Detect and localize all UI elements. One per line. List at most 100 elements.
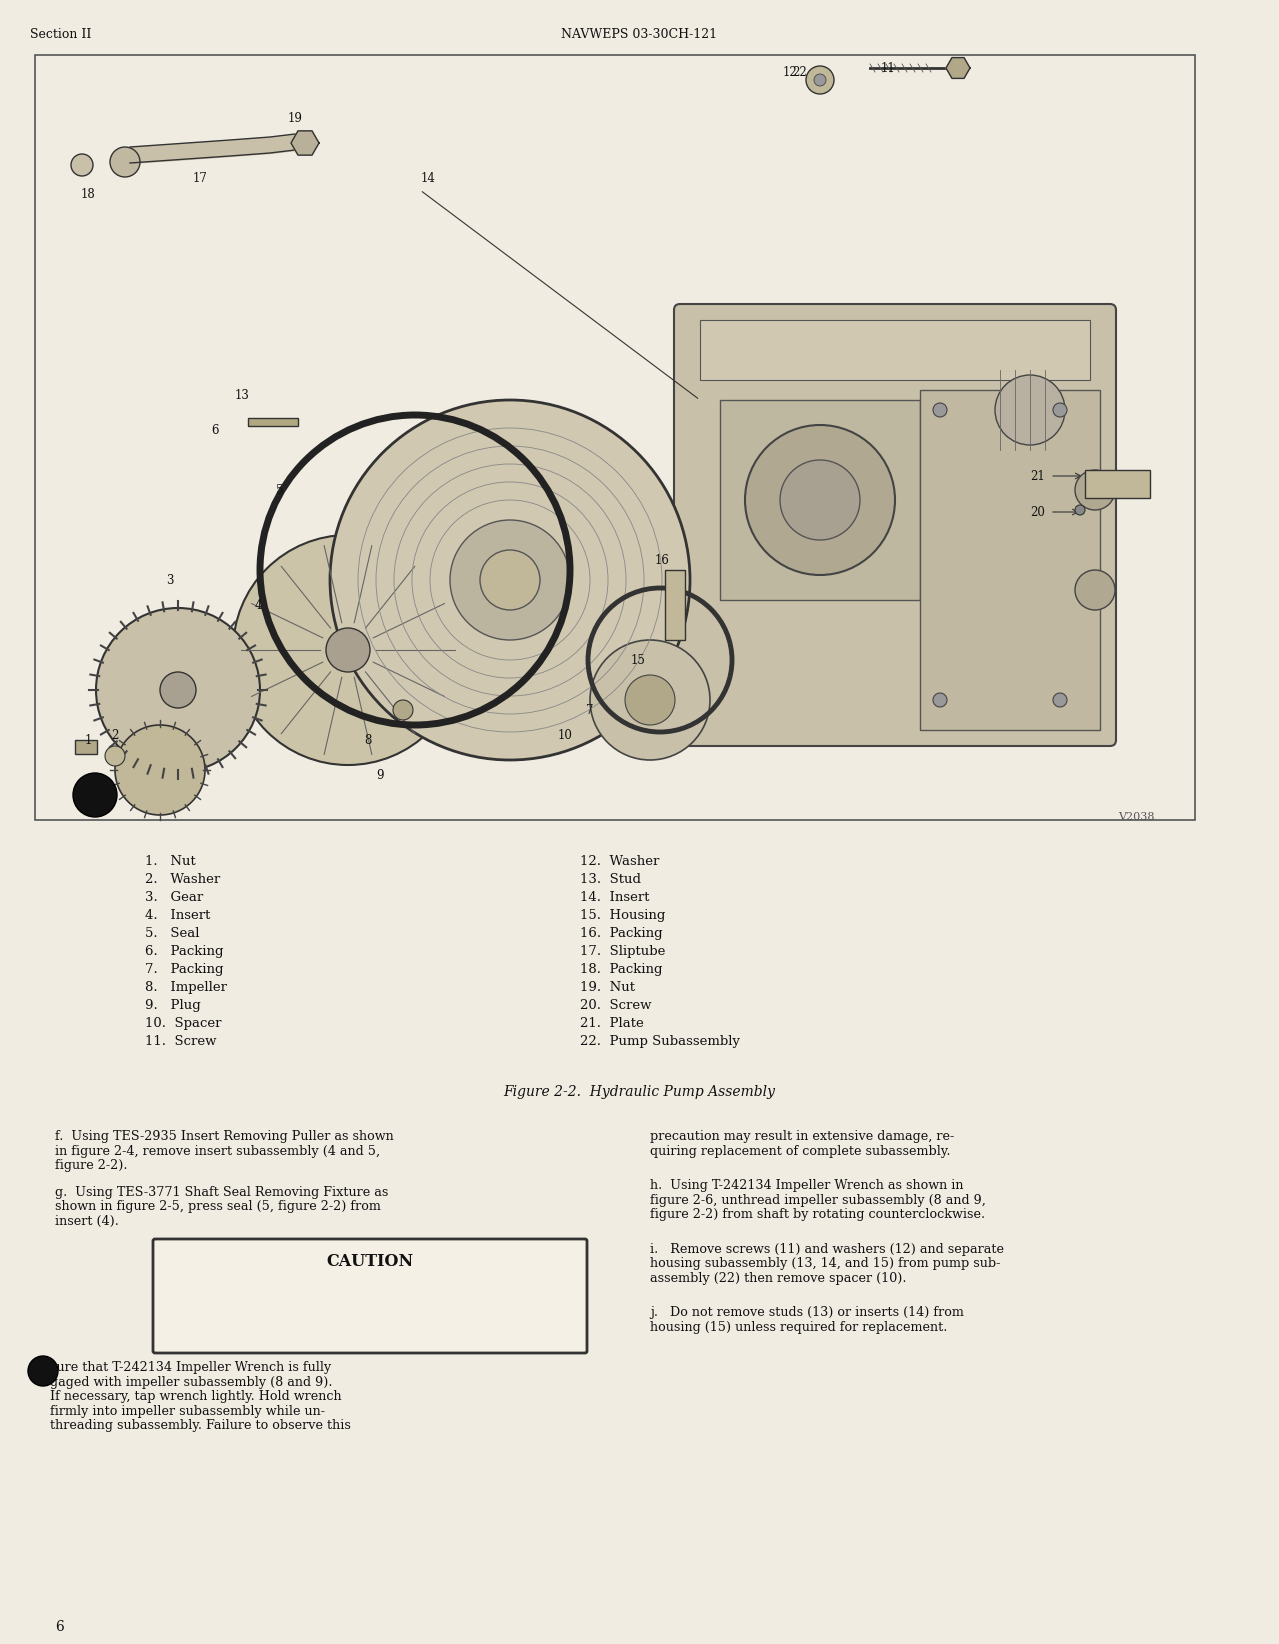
Text: threading subassembly. Failure to observe this: threading subassembly. Failure to observ… — [50, 1419, 350, 1432]
Text: 7.   Packing: 7. Packing — [145, 963, 224, 977]
Circle shape — [806, 66, 834, 94]
Text: housing subassembly (13, 14, and 15) from pump sub-: housing subassembly (13, 14, and 15) fro… — [650, 1258, 1000, 1271]
Circle shape — [96, 608, 260, 773]
Text: i.   Remove screws (11) and washers (12) and separate: i. Remove screws (11) and washers (12) a… — [650, 1243, 1004, 1256]
Circle shape — [932, 403, 946, 418]
Text: 13: 13 — [234, 388, 249, 401]
Text: 17: 17 — [193, 171, 207, 184]
Text: 17.  Sliptube: 17. Sliptube — [579, 945, 665, 958]
Text: 6: 6 — [211, 424, 219, 437]
Circle shape — [160, 672, 196, 709]
Text: CAUTION: CAUTION — [326, 1253, 413, 1271]
Text: figure 2-2).: figure 2-2). — [55, 1159, 128, 1172]
Text: shown in figure 2-5, press seal (5, figure 2-2) from: shown in figure 2-5, press seal (5, figu… — [55, 1200, 381, 1213]
Text: 16: 16 — [655, 554, 669, 567]
Circle shape — [625, 676, 675, 725]
Text: 6: 6 — [55, 1619, 64, 1634]
Text: 13.  Stud: 13. Stud — [579, 873, 641, 886]
Circle shape — [105, 746, 125, 766]
Text: f.  Using TES-2935 Insert Removing Puller as shown: f. Using TES-2935 Insert Removing Puller… — [55, 1129, 394, 1143]
Text: quiring replacement of complete subassembly.: quiring replacement of complete subassem… — [650, 1144, 950, 1157]
Text: 11: 11 — [881, 61, 895, 74]
Text: 14: 14 — [421, 171, 435, 184]
Text: 10: 10 — [558, 728, 573, 741]
Circle shape — [233, 534, 463, 764]
Polygon shape — [946, 58, 969, 79]
Text: 15.  Housing: 15. Housing — [579, 909, 665, 922]
Circle shape — [813, 74, 826, 85]
Text: 14.  Insert: 14. Insert — [579, 891, 650, 904]
Text: firmly into impeller subassembly while un-: firmly into impeller subassembly while u… — [50, 1404, 325, 1417]
Text: 1: 1 — [84, 733, 92, 746]
Bar — [75, 740, 97, 755]
Text: 20: 20 — [1031, 505, 1045, 518]
Text: j.   Do not remove studs (13) or inserts (14) from: j. Do not remove studs (13) or inserts (… — [650, 1305, 964, 1318]
Text: 12.  Washer: 12. Washer — [579, 855, 660, 868]
Circle shape — [28, 1356, 58, 1386]
Text: assembly (22) then remove spacer (10).: assembly (22) then remove spacer (10). — [650, 1271, 907, 1284]
Circle shape — [326, 628, 370, 672]
Circle shape — [1053, 694, 1067, 707]
Text: g.  Using TES-3771 Shaft Seal Removing Fixture as: g. Using TES-3771 Shaft Seal Removing Fi… — [55, 1185, 389, 1198]
Circle shape — [115, 725, 205, 815]
Text: 3: 3 — [166, 574, 174, 587]
FancyBboxPatch shape — [674, 304, 1117, 746]
Text: 19: 19 — [288, 112, 302, 125]
Polygon shape — [292, 132, 318, 155]
Text: V2038: V2038 — [1119, 812, 1155, 822]
Text: 3.   Gear: 3. Gear — [145, 891, 203, 904]
Circle shape — [780, 460, 859, 539]
Circle shape — [330, 399, 689, 760]
Text: 4.   Insert: 4. Insert — [145, 909, 210, 922]
Text: Figure 2-2.  Hydraulic Pump Assembly: Figure 2-2. Hydraulic Pump Assembly — [504, 1085, 775, 1098]
Text: 21.  Plate: 21. Plate — [579, 1018, 643, 1031]
Text: 2.   Washer: 2. Washer — [145, 873, 220, 886]
Circle shape — [1053, 403, 1067, 418]
Text: 8.   Impeller: 8. Impeller — [145, 981, 226, 995]
Bar — [720, 399, 920, 600]
Text: 18.  Packing: 18. Packing — [579, 963, 663, 977]
Text: 5: 5 — [276, 483, 284, 496]
Circle shape — [932, 694, 946, 707]
Text: 9: 9 — [376, 768, 384, 781]
Text: 9.   Plug: 9. Plug — [145, 1000, 201, 1013]
Circle shape — [1076, 470, 1115, 510]
Text: 7: 7 — [586, 704, 593, 717]
Text: figure 2-6, unthread impeller subassembly (8 and 9,: figure 2-6, unthread impeller subassembl… — [650, 1194, 986, 1207]
Text: figure 2-2) from shaft by rotating counterclockwise.: figure 2-2) from shaft by rotating count… — [650, 1208, 985, 1221]
Text: 15: 15 — [631, 654, 646, 666]
Text: 6.   Packing: 6. Packing — [145, 945, 224, 958]
Circle shape — [73, 773, 116, 817]
Circle shape — [72, 155, 93, 176]
Text: 10.  Spacer: 10. Spacer — [145, 1018, 221, 1031]
Text: in figure 2-4, remove insert subassembly (4 and 5,: in figure 2-4, remove insert subassembly… — [55, 1144, 380, 1157]
Circle shape — [450, 520, 570, 640]
Circle shape — [1076, 505, 1085, 515]
Text: 2: 2 — [111, 728, 119, 741]
Text: 5.   Seal: 5. Seal — [145, 927, 200, 940]
Bar — [920, 390, 1100, 730]
Text: 16.  Packing: 16. Packing — [579, 927, 663, 940]
Circle shape — [590, 640, 710, 760]
Circle shape — [480, 551, 540, 610]
Text: 22: 22 — [793, 66, 807, 79]
Text: insert (4).: insert (4). — [55, 1215, 119, 1228]
Text: 8: 8 — [365, 733, 372, 746]
Circle shape — [110, 146, 139, 178]
Circle shape — [393, 700, 413, 720]
Text: If necessary, tap wrench lightly. Hold wrench: If necessary, tap wrench lightly. Hold w… — [50, 1389, 341, 1402]
Text: gaged with impeller subassembly (8 and 9).: gaged with impeller subassembly (8 and 9… — [50, 1376, 333, 1389]
Text: 18: 18 — [81, 189, 96, 202]
Text: housing (15) unless required for replacement.: housing (15) unless required for replace… — [650, 1320, 948, 1333]
Text: h.  Using T-242134 Impeller Wrench as shown in: h. Using T-242134 Impeller Wrench as sho… — [650, 1179, 963, 1192]
Bar — [665, 570, 686, 640]
Text: 21: 21 — [1031, 470, 1045, 482]
Text: 4: 4 — [255, 598, 262, 612]
FancyBboxPatch shape — [153, 1240, 587, 1353]
Text: Section II: Section II — [29, 28, 91, 41]
Text: NAVWEPS 03-30CH-121: NAVWEPS 03-30CH-121 — [561, 28, 718, 41]
Text: 20.  Screw: 20. Screw — [579, 1000, 651, 1013]
Text: 11.  Screw: 11. Screw — [145, 1036, 216, 1047]
Text: 22.  Pump Subassembly: 22. Pump Subassembly — [579, 1036, 741, 1047]
Bar — [35, 54, 1195, 820]
